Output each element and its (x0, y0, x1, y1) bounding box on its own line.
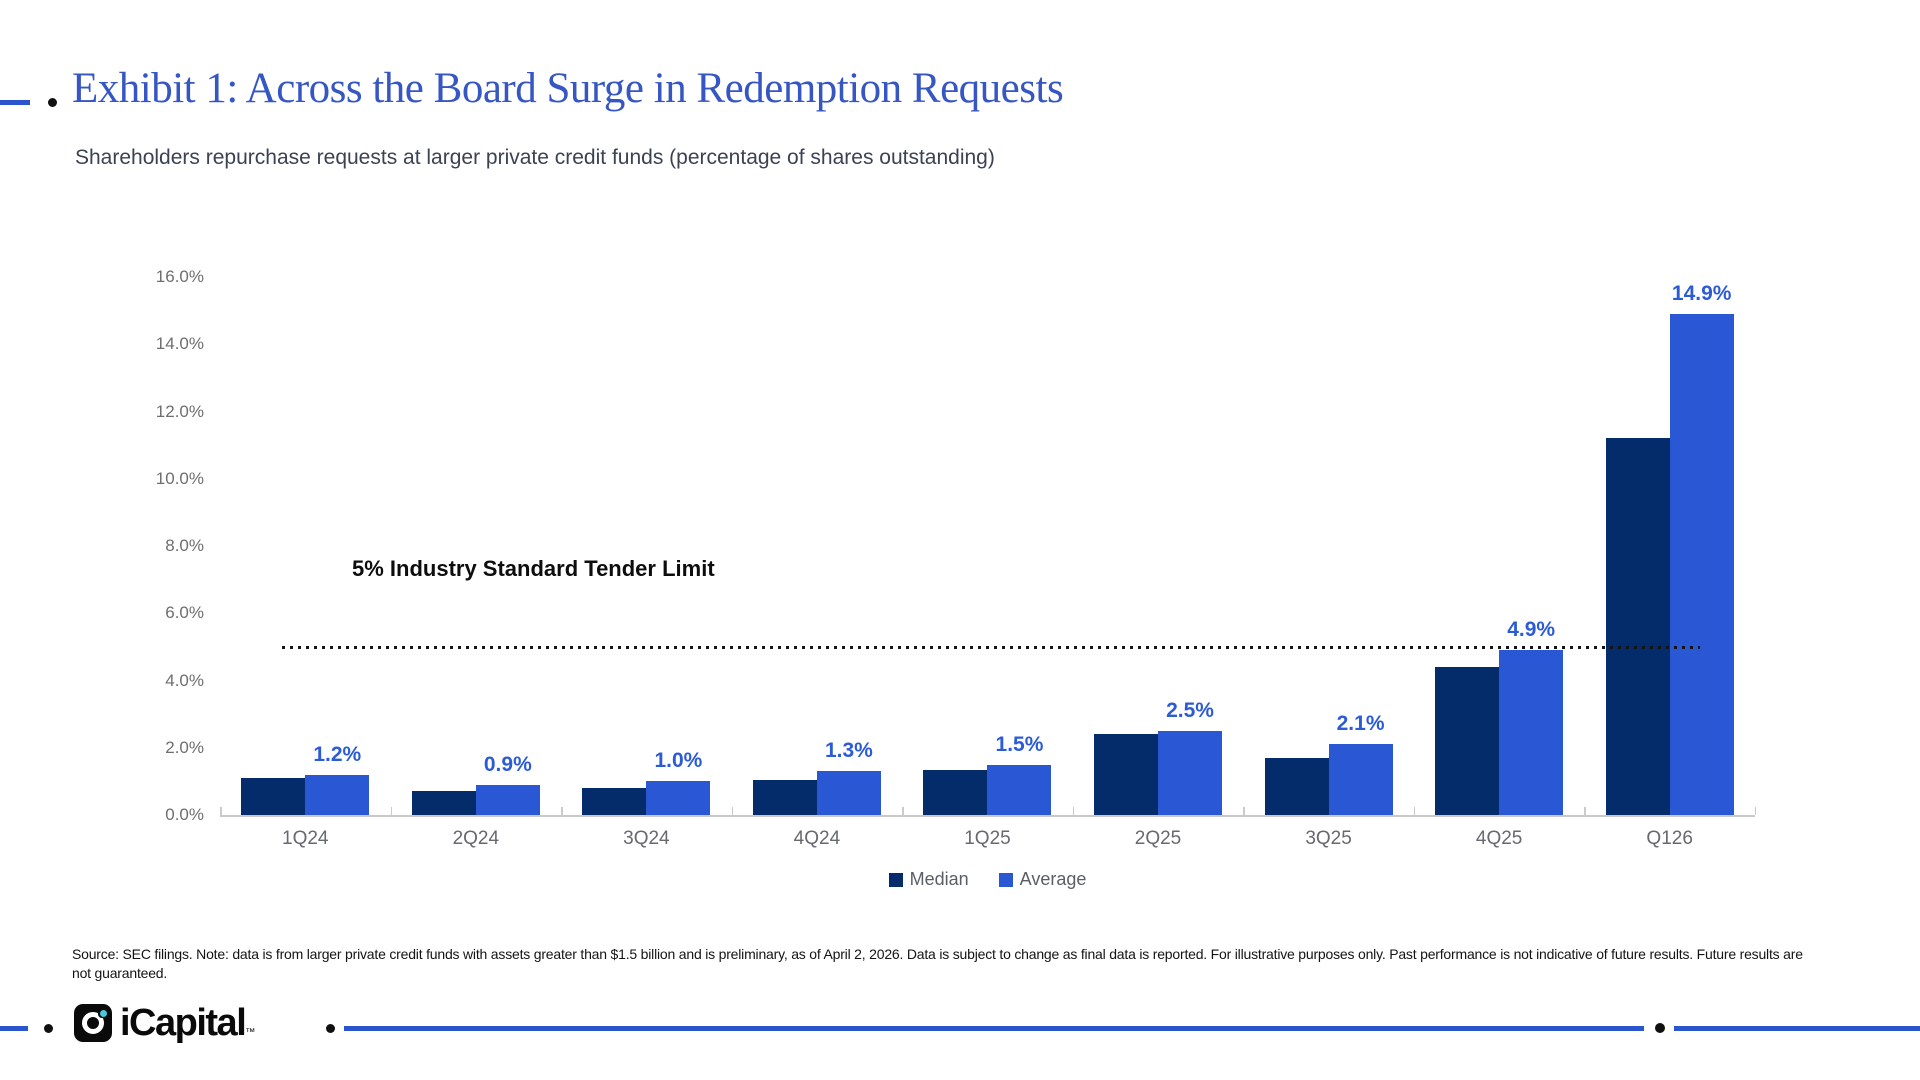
median-bar-4Q24 (752, 779, 817, 815)
x-axis-label-3Q24: 3Q24 (623, 828, 670, 849)
tender-limit-dotted-line (282, 645, 1700, 649)
median-swatch-icon (888, 872, 903, 887)
x-axis-label-2Q24: 2Q24 (452, 828, 500, 849)
icapital-logo-icon (74, 1004, 112, 1042)
average-bar-4Q25 (1499, 650, 1564, 815)
median-bar-3Q24 (582, 788, 647, 815)
average-bar-2Q24 (475, 784, 540, 815)
x-axis-label-3Q25: 3Q25 (1305, 828, 1352, 849)
x-axis-tickmark (1413, 807, 1416, 815)
y-axis-tick-label: 16.0% (155, 267, 204, 286)
x-axis-tickmark (220, 807, 222, 815)
trademark-symbol: ™ (245, 1027, 256, 1038)
x-axis-tickmark (1584, 807, 1586, 815)
legend-label-median: Median (909, 869, 969, 889)
page-subtitle: Shareholders repurchase requests at larg… (75, 146, 995, 169)
logo-teal-dot (100, 1010, 107, 1017)
y-axis-tick-label: 6.0% (165, 603, 204, 623)
icapital-wordmark: iCapital™ (120, 1002, 256, 1044)
chart-legend: Median Average (220, 869, 1755, 890)
x-axis-tickmark (902, 807, 904, 815)
average-value-label-3Q25: 2.1% (1336, 712, 1385, 736)
average-bar-Q126 (1669, 313, 1734, 815)
x-axis-tickmark (561, 807, 563, 815)
logo-ring-shape (82, 1012, 104, 1034)
brand-dot-mid (326, 1024, 335, 1033)
legend-item-average: Average (998, 869, 1087, 890)
y-axis-tick-label: 14.0% (155, 334, 204, 354)
brand-line-center (344, 1026, 1644, 1031)
x-axis-label-4Q24: 4Q24 (793, 828, 841, 849)
average-bar-2Q25 (1158, 730, 1223, 815)
average-value-label-4Q24: 1.3% (824, 739, 873, 763)
median-bar-Q126 (1605, 438, 1670, 815)
median-bar-2Q24 (411, 791, 476, 815)
average-bar-3Q25 (1328, 744, 1393, 815)
brand-dot-left (44, 1024, 53, 1033)
y-axis-tick-label: 12.0% (155, 401, 204, 421)
x-axis-tickmark (731, 807, 734, 815)
brand-line-right (1674, 1026, 1920, 1031)
average-value-label-2Q25: 2.5% (1166, 698, 1214, 722)
median-bar-2Q25 (1094, 734, 1159, 815)
average-bar-1Q25 (987, 764, 1052, 815)
page-title: Exhibit 1: Across the Board Surge in Red… (72, 65, 1064, 112)
x-axis-label-1Q25: 1Q25 (964, 828, 1011, 849)
average-swatch-icon (998, 872, 1013, 887)
tender-limit-annotation: 5% Industry Standard Tender Limit (352, 556, 715, 581)
average-value-label-4Q25: 4.9% (1507, 618, 1556, 642)
y-axis-tick-label: 0.0% (165, 805, 204, 824)
y-axis-tick-label: 10.0% (155, 468, 204, 488)
legend-label-average: Average (1019, 869, 1087, 889)
y-axis-tick-label: 2.0% (165, 737, 204, 757)
legend-item-median: Median (888, 869, 969, 890)
average-value-label-2Q24: 0.9% (483, 752, 532, 776)
median-bar-1Q24 (241, 778, 306, 815)
x-axis-label-2Q25: 2Q25 (1134, 828, 1182, 849)
brand-line-left (0, 1026, 28, 1031)
x-axis-label-1Q24: 1Q24 (282, 828, 329, 849)
average-bar-3Q24 (646, 781, 711, 815)
source-note: Source: SEC filings. Note: data is from … (72, 946, 1803, 981)
average-bar-1Q24 (305, 774, 370, 815)
median-bar-3Q25 (1264, 757, 1329, 815)
header-accent-dot (48, 98, 57, 107)
y-axis-tick-label: 4.0% (165, 670, 204, 690)
x-axis-line (220, 815, 1755, 817)
x-axis-tickmark (390, 807, 393, 815)
x-axis-tickmark (1243, 807, 1245, 815)
average-value-label-Q126: 14.9% (1671, 281, 1732, 305)
x-axis-tickmark (1754, 807, 1757, 815)
header-accent-dash (0, 100, 30, 105)
x-axis-tickmark (1072, 807, 1075, 815)
average-value-label-1Q24: 1.2% (313, 742, 362, 766)
average-value-label-3Q24: 1.0% (654, 749, 703, 773)
average-bar-4Q24 (816, 771, 881, 815)
average-value-label-1Q25: 1.5% (995, 732, 1044, 756)
brand-dot-right (1655, 1023, 1665, 1033)
x-axis-label-Q126: Q126 (1646, 828, 1693, 849)
y-axis-tick-label: 8.0% (165, 536, 204, 555)
x-axis-label-4Q25: 4Q25 (1475, 828, 1523, 849)
median-bar-4Q25 (1435, 667, 1500, 815)
median-bar-1Q25 (923, 769, 988, 815)
